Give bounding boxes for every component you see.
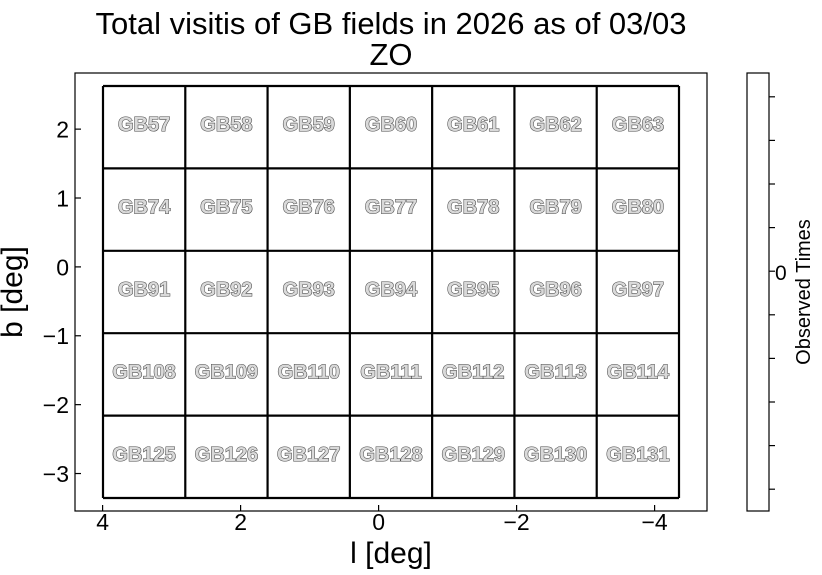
svg-text:GB74: GB74 <box>118 197 171 219</box>
svg-text:GB112: GB112 <box>442 361 504 383</box>
svg-text:−3: −3 <box>43 461 69 487</box>
svg-text:−2: −2 <box>43 392 69 418</box>
svg-text:0: 0 <box>372 509 385 535</box>
svg-text:−1: −1 <box>43 323 69 349</box>
svg-text:b [deg]: b [deg] <box>0 246 29 338</box>
svg-text:GB131: GB131 <box>606 444 669 466</box>
svg-text:1: 1 <box>56 185 69 211</box>
svg-text:2: 2 <box>56 117 69 143</box>
svg-text:Observed Times: Observed Times <box>793 219 815 365</box>
svg-text:GB96: GB96 <box>529 279 581 301</box>
svg-text:GB57: GB57 <box>118 114 170 136</box>
svg-text:GB59: GB59 <box>283 114 335 136</box>
svg-text:GB113: GB113 <box>524 361 586 383</box>
svg-text:GB114: GB114 <box>607 361 670 383</box>
svg-text:GB63: GB63 <box>612 114 664 136</box>
svg-text:GB126: GB126 <box>195 444 258 466</box>
svg-text:GB77: GB77 <box>365 197 417 219</box>
svg-text:GB125: GB125 <box>112 444 175 466</box>
svg-text:GB110: GB110 <box>278 361 340 383</box>
svg-text:GB58: GB58 <box>200 114 252 136</box>
svg-text:GB76: GB76 <box>283 197 335 219</box>
svg-text:GB127: GB127 <box>277 444 340 466</box>
svg-text:0: 0 <box>775 262 787 285</box>
svg-text:GB94: GB94 <box>365 279 418 301</box>
svg-text:GB60: GB60 <box>365 114 417 136</box>
svg-text:GB91: GB91 <box>118 279 170 301</box>
svg-text:GB80: GB80 <box>612 197 664 219</box>
svg-text:GB129: GB129 <box>442 444 505 466</box>
svg-text:−2: −2 <box>503 509 529 535</box>
svg-text:GB61: GB61 <box>447 114 499 136</box>
svg-text:GB93: GB93 <box>283 279 335 301</box>
svg-text:4: 4 <box>96 509 109 535</box>
svg-text:GB95: GB95 <box>447 279 499 301</box>
svg-text:GB92: GB92 <box>200 279 252 301</box>
svg-text:GB75: GB75 <box>200 197 252 219</box>
svg-text:GB79: GB79 <box>529 197 581 219</box>
svg-text:GB111: GB111 <box>360 361 421 383</box>
svg-text:GB109: GB109 <box>195 361 258 383</box>
svg-text:GB108: GB108 <box>112 361 175 383</box>
svg-text:Total visitis of GB fields in: Total visitis of GB fields in 2026 as of… <box>95 6 686 41</box>
svg-text:GB62: GB62 <box>529 114 581 136</box>
svg-text:GB130: GB130 <box>524 444 587 466</box>
svg-text:0: 0 <box>56 254 69 280</box>
svg-text:GB97: GB97 <box>612 279 664 301</box>
svg-text:GB128: GB128 <box>359 444 422 466</box>
svg-text:l [deg]: l [deg] <box>350 537 432 570</box>
svg-text:GB78: GB78 <box>447 197 499 219</box>
svg-text:−4: −4 <box>641 509 667 535</box>
svg-text:2: 2 <box>234 509 247 535</box>
svg-text:ZO: ZO <box>369 37 412 72</box>
